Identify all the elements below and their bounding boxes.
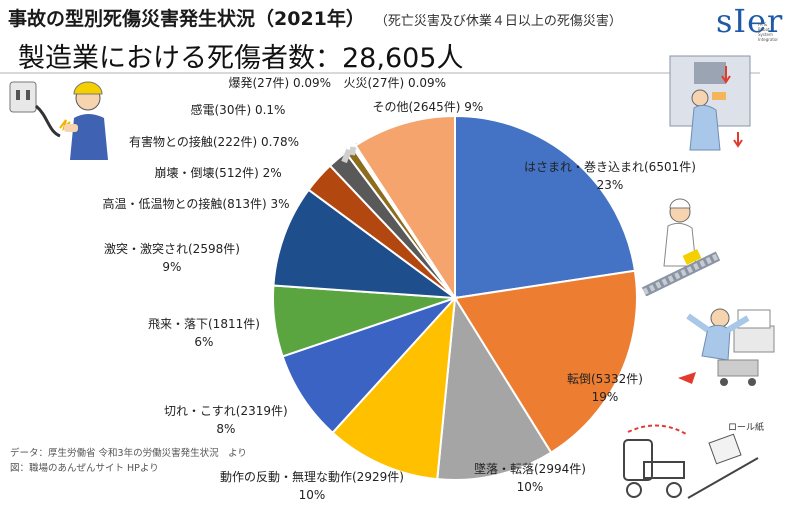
slice-label-name: はさまれ・巻き込まれ(6501件) — [524, 160, 696, 174]
slice-label-percent: 19% — [591, 390, 619, 404]
press-machine-illustration — [669, 55, 751, 151]
slice-label-name: 火災(27件) 0.09% — [343, 76, 447, 90]
slice-label-name: 動作の反動・無理な動作(2929件) — [220, 470, 404, 484]
slice-label-percent: 23% — [596, 178, 624, 192]
slice-label-7: 高温・低温物との接触(813件) 3% — [103, 195, 290, 213]
slice-label-8: 崩壊・倒壊(512件) 2% — [155, 164, 282, 182]
slice-label-12: 火災(27件) 0.09% — [344, 74, 447, 92]
slice-label-percent: 10% — [516, 480, 544, 494]
slice-label-name: 激突・激突され(2598件) — [104, 242, 240, 256]
source-note: データ：厚生労働省 令和3年の労働災害発生状況 より 図：職場のあんぜんサイト … — [10, 446, 247, 476]
slice-label-name: 切れ・こすれ(2319件) — [164, 404, 288, 418]
slice-label-percent: 8% — [216, 422, 236, 436]
slice-label-6: 激突・激突され(2598件) 9% — [104, 240, 240, 276]
chart-subtitle: （死亡災害及び休業４日以上の死傷災害） — [374, 14, 622, 29]
slice-label-name: 爆発(27件) 0.09% — [228, 76, 332, 90]
slice-label-11: 爆発(27件) 0.09% — [229, 74, 332, 92]
pie-slice-0 — [454, 114, 637, 300]
slice-label-name: その他(2645件) 9% — [372, 100, 484, 114]
sier-logo: sIer FA & Robot System Integrator — [716, 2, 784, 42]
svg-text:ロール紙: ロール紙 — [728, 421, 764, 433]
leader-line-9 — [341, 148, 352, 164]
slice-label-name: 墜落・転落(2994件) — [474, 462, 586, 476]
electric-shock-worker-illustration — [9, 81, 108, 160]
pie-slice-4 — [281, 295, 459, 435]
slice-label-0: はさまれ・巻き込まれ(6501件) 23% — [524, 158, 696, 194]
slice-label-percent: 10% — [298, 488, 326, 502]
slice-label-1: 転倒(5332件) 19% — [567, 370, 643, 406]
title-bar: 事故の型別死傷災害発生状況（2021年） （死亡災害及び休業４日以上の死傷災害） — [8, 4, 622, 32]
logo-mark: sIer — [716, 2, 784, 40]
slice-label-13: その他(2645件) 9% — [373, 98, 484, 116]
slice-label-name: 転倒(5332件) — [567, 372, 643, 386]
slice-label-4: 切れ・こすれ(2319件) 8% — [164, 402, 288, 438]
slice-label-3: 動作の反動・無理な動作(2929件) 10% — [220, 468, 404, 504]
slice-label-name: 有害物との接触(222件) 0.78% — [129, 135, 300, 149]
pie-slice-3 — [331, 295, 457, 481]
logo-tagline-line2: Integrator — [758, 37, 779, 42]
conveyor-caught-worker-illustration — [641, 198, 721, 296]
pie-slice-6 — [272, 188, 459, 300]
slice-label-name: 飛来・落下(1811件) — [148, 317, 260, 331]
pie-slice-1 — [453, 269, 638, 454]
slice-label-percent: 9% — [162, 260, 182, 274]
slice-label-9: 有害物との接触(222件) 0.78% — [129, 133, 299, 151]
slice-label-name: 高温・低温物との接触(813件) 3% — [102, 197, 290, 211]
roll-cart-illustration: ロール紙 — [623, 421, 764, 499]
source-line-figure: 図：職場のあんぜんサイト HPより — [10, 463, 159, 474]
slice-label-10: 感電(30件) 0.1% — [191, 101, 286, 119]
slice-label-name: 崩壊・倒壊(512件) 2% — [154, 166, 282, 180]
slice-label-percent: 6% — [194, 335, 214, 349]
falling-worker-illustration — [678, 308, 775, 386]
logo-tagline: FA & Robot System Integrator — [758, 22, 778, 42]
chart-title: 事故の型別死傷災害発生状況（2021年） — [8, 8, 365, 30]
source-line-data: データ：厚生労働省 令和3年の労働災害発生状況 より — [10, 448, 247, 459]
pie-slice-2 — [436, 294, 553, 481]
headline: 製造業における死傷者数：28,605人 — [18, 43, 464, 74]
slice-label-name: 感電(30件) 0.1% — [190, 103, 286, 117]
logo-tagline-line1: FA & Robot System — [758, 22, 773, 37]
slice-label-2: 墜落・転落(2994件) 10% — [474, 460, 586, 496]
slice-label-5: 飛来・落下(1811件) 6% — [148, 315, 260, 351]
pie-slice-13 — [354, 114, 456, 302]
headline-rule — [0, 72, 760, 74]
